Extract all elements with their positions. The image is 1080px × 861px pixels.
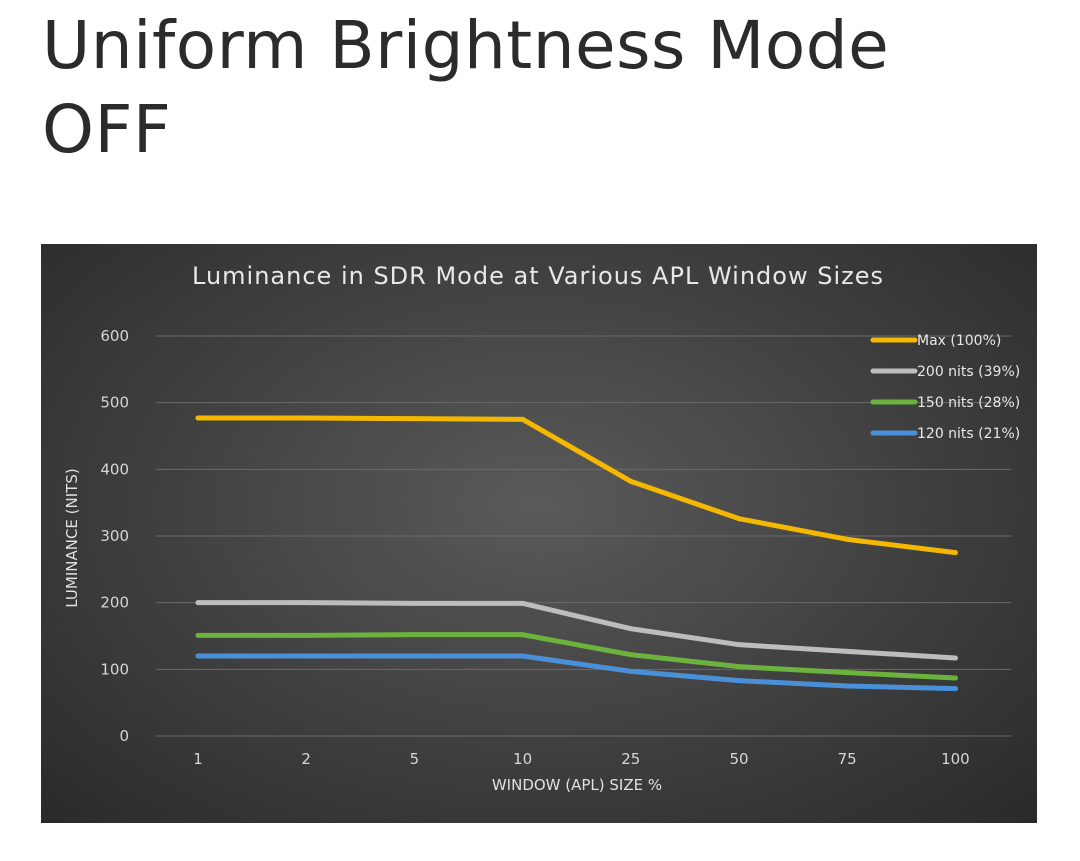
x-tick-label: 5 (410, 750, 420, 768)
x-axis-ticks: 1 2 5 10 25 50 75 100 (193, 750, 969, 768)
legend-label: Max (100%) (917, 333, 1001, 349)
page-title-line-1: Uniform Brightness Mode (42, 7, 890, 84)
y-tick-label: 100 (100, 660, 129, 678)
data-point (844, 536, 850, 542)
y-tick-label: 500 (100, 394, 129, 412)
data-point (520, 416, 526, 422)
y-tick-label: 600 (100, 327, 129, 345)
y-tick-label: 400 (100, 460, 129, 478)
data-point (628, 626, 634, 632)
data-point (303, 632, 309, 638)
data-point (520, 600, 526, 606)
data-point (411, 600, 417, 606)
data-point (411, 653, 417, 659)
data-point (736, 664, 742, 670)
x-tick-label: 50 (729, 750, 748, 768)
y-axis-label: LUMINANCE (NITS) (63, 468, 81, 607)
data-point (303, 600, 309, 606)
x-tick-label: 2 (301, 750, 311, 768)
data-point (520, 653, 526, 659)
data-point (952, 655, 958, 661)
legend-label: 200 nits (39%) (917, 364, 1020, 380)
data-point (195, 653, 201, 659)
data-point (195, 415, 201, 421)
series-line (195, 415, 958, 556)
x-tick-label: 10 (513, 750, 532, 768)
data-point (520, 632, 526, 638)
luminance-chart: Luminance in SDR Mode at Various APL Win… (63, 262, 1020, 794)
y-tick-label: 0 (119, 727, 129, 745)
data-point (195, 600, 201, 606)
data-point (844, 670, 850, 676)
data-point (628, 652, 634, 658)
chart-title: Luminance in SDR Mode at Various APL Win… (192, 262, 884, 290)
page-title: Uniform Brightness Mode OFF (42, 4, 1042, 172)
y-tick-label: 200 (100, 594, 129, 612)
data-point (844, 648, 850, 654)
series-line (195, 632, 958, 681)
x-tick-label: 75 (838, 750, 857, 768)
chart-panel: Luminance in SDR Mode at Various APL Win… (41, 244, 1037, 823)
x-axis-label: WINDOW (APL) SIZE % (492, 776, 662, 794)
legend-label: 150 nits (28%) (917, 395, 1020, 411)
legend-label: 120 nits (21%) (917, 426, 1020, 442)
data-point (952, 550, 958, 556)
data-point (736, 516, 742, 522)
data-point (303, 653, 309, 659)
data-point (628, 478, 634, 484)
x-tick-label: 1 (193, 750, 203, 768)
data-point (736, 678, 742, 684)
series-line (195, 600, 958, 661)
data-point (952, 675, 958, 681)
series-line (195, 653, 958, 692)
data-point (303, 415, 309, 421)
series-lines (195, 415, 958, 692)
data-point (195, 632, 201, 638)
y-tick-label: 300 (100, 527, 129, 545)
data-point (952, 686, 958, 692)
y-axis-ticks: 0 100 200 300 400 500 600 (100, 327, 129, 745)
page-title-line-2: OFF (42, 91, 172, 168)
x-tick-label: 25 (621, 750, 640, 768)
data-point (411, 632, 417, 638)
data-point (411, 416, 417, 422)
data-point (736, 642, 742, 648)
data-point (628, 668, 634, 674)
legend: Max (100%) 200 nits (39%) 150 nits (28%) 12… (870, 333, 1020, 442)
data-point (844, 683, 850, 689)
x-tick-label: 100 (941, 750, 970, 768)
